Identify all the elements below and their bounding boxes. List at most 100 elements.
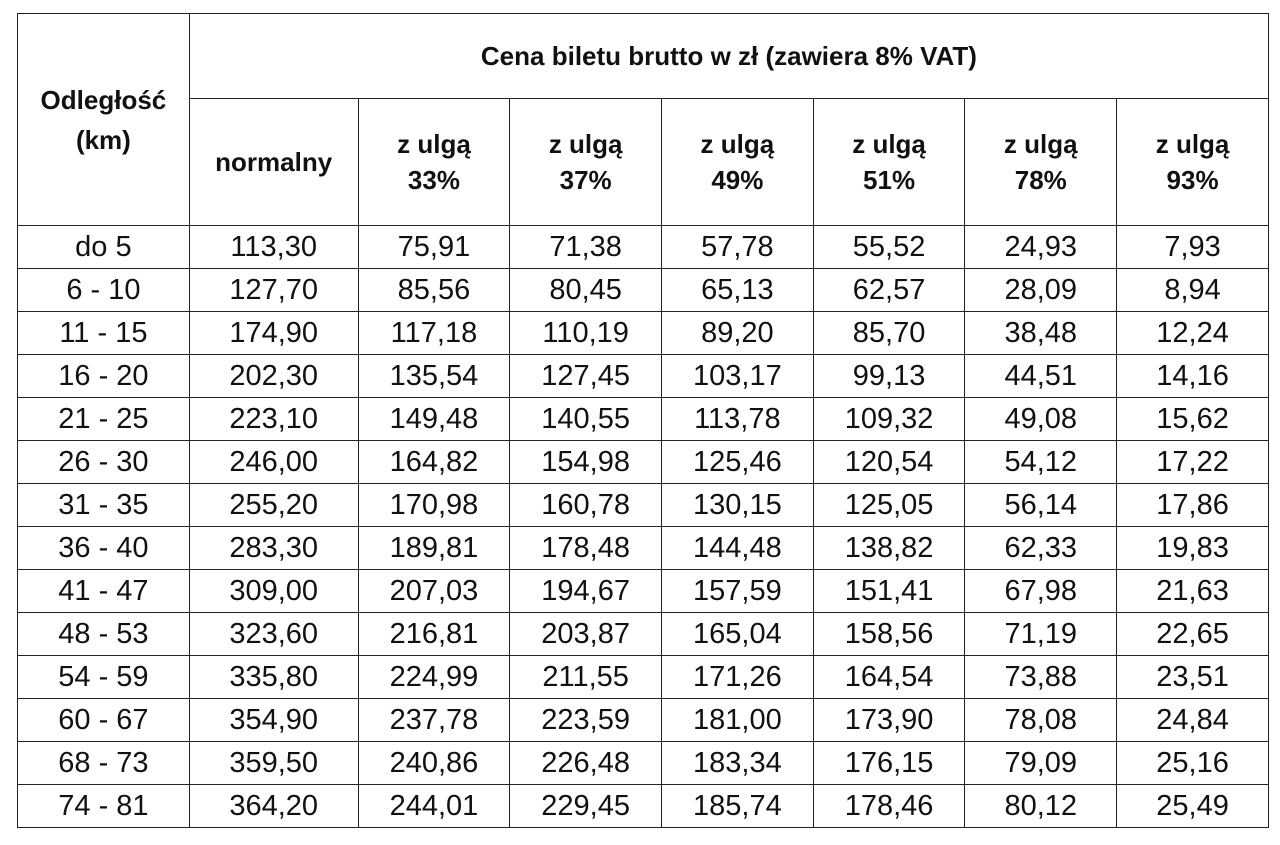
price-cell: 25,16 xyxy=(1116,741,1269,785)
column-header-discount-78: z ulgą 78% xyxy=(964,98,1118,226)
price-cell: 246,00 xyxy=(188,440,359,484)
price-cell: 24,93 xyxy=(964,225,1118,269)
price-cell: 364,20 xyxy=(188,784,359,828)
distance-cell: 26 - 30 xyxy=(17,440,190,484)
price-cell: 244,01 xyxy=(357,784,511,828)
table-row: 74 - 81 364,20 244,01 229,45 185,74 178,46 80,… xyxy=(17,784,1269,828)
price-cell: 7,93 xyxy=(1116,225,1269,269)
column-header-normal-label: normalny xyxy=(215,147,333,177)
price-cell: 359,50 xyxy=(188,741,359,785)
price-cell: 135,54 xyxy=(357,354,511,398)
price-cell: 38,48 xyxy=(964,311,1118,355)
price-cell: 65,13 xyxy=(661,268,814,312)
column-header-percent: 33% xyxy=(407,165,460,195)
price-cell: 103,17 xyxy=(661,354,814,398)
price-cell: 335,80 xyxy=(188,655,359,699)
table-row: 41 - 47 309,00 207,03 194,67 157,59 151,41 67,… xyxy=(17,569,1269,613)
distance-cell: do 5 xyxy=(17,225,190,269)
price-cell: 125,46 xyxy=(661,440,814,484)
column-header-normal: normalny xyxy=(188,98,359,226)
column-header-label: z ulgą xyxy=(700,129,775,159)
distance-cell: 6 - 10 xyxy=(17,268,190,312)
distance-header-line2: (km) xyxy=(75,124,131,155)
price-cell: 158,56 xyxy=(812,612,966,656)
table-row: 21 - 25 223,10 149,48 140,55 113,78 109,32 49,… xyxy=(17,397,1269,441)
distance-cell: 11 - 15 xyxy=(17,311,190,355)
price-cell: 130,15 xyxy=(661,483,814,527)
price-cell: 80,45 xyxy=(509,268,662,312)
table-row: 31 - 35 255,20 170,98 160,78 130,15 125,05 56,… xyxy=(17,483,1269,527)
distance-header-line1: Odległość xyxy=(40,84,167,115)
price-cell: 56,14 xyxy=(964,483,1118,527)
price-group-header: Cena biletu brutto w zł (zawiera 8% VAT) xyxy=(188,13,1270,99)
price-cell: 117,18 xyxy=(357,311,511,355)
column-header-discount-51: z ulgą 51% xyxy=(812,98,966,226)
price-cell: 54,12 xyxy=(964,440,1118,484)
price-cell: 223,10 xyxy=(188,397,359,441)
price-cell: 138,82 xyxy=(812,526,966,570)
price-cell: 144,48 xyxy=(661,526,814,570)
price-cell: 79,09 xyxy=(964,741,1118,785)
price-cell: 80,12 xyxy=(964,784,1118,828)
price-cell: 17,22 xyxy=(1116,440,1269,484)
price-cell: 181,00 xyxy=(661,698,814,742)
price-cell: 25,49 xyxy=(1116,784,1269,828)
table-row: 11 - 15 174,90 117,18 110,19 89,20 85,70 38,48… xyxy=(17,311,1269,355)
price-cell: 171,26 xyxy=(661,655,814,699)
price-cell: 109,32 xyxy=(812,397,966,441)
column-header-percent: 49% xyxy=(711,165,764,195)
column-header-percent: 37% xyxy=(559,165,612,195)
price-cell: 62,33 xyxy=(964,526,1118,570)
table-header: Odległość (km) Cena biletu brutto w zł (… xyxy=(17,13,1270,226)
price-cell: 223,59 xyxy=(509,698,662,742)
distance-cell: 31 - 35 xyxy=(17,483,190,527)
table-row: do 5 113,30 75,91 71,38 57,78 55,52 24,93 7,93 xyxy=(17,225,1269,269)
price-cell: 71,38 xyxy=(509,225,662,269)
column-header-percent: 78% xyxy=(1014,165,1067,195)
column-header-label: z ulgą xyxy=(397,129,471,159)
price-cell: 21,63 xyxy=(1116,569,1269,613)
table-row: 48 - 53 323,60 216,81 203,87 165,04 158,56 71,… xyxy=(17,612,1269,656)
price-cell: 178,48 xyxy=(509,526,662,570)
price-cell: 15,62 xyxy=(1116,397,1269,441)
price-cell: 207,03 xyxy=(357,569,511,613)
price-cell: 99,13 xyxy=(812,354,966,398)
column-header-discount-93: z ulgą 93% xyxy=(1116,98,1269,226)
table-row: 26 - 30 246,00 164,82 154,98 125,46 120,54 54,… xyxy=(17,440,1269,484)
price-cell: 110,19 xyxy=(509,311,662,355)
price-cell: 22,65 xyxy=(1116,612,1269,656)
price-cell: 229,45 xyxy=(509,784,662,828)
column-header-percent: 93% xyxy=(1166,165,1219,195)
price-cell: 89,20 xyxy=(661,311,814,355)
price-cell: 85,70 xyxy=(812,311,966,355)
price-cell: 125,05 xyxy=(812,483,966,527)
price-cell: 309,00 xyxy=(188,569,359,613)
column-header-discount-33: z ulgą 33% xyxy=(357,98,511,226)
price-cell: 160,78 xyxy=(509,483,662,527)
price-cell: 67,98 xyxy=(964,569,1118,613)
distance-cell: 16 - 20 xyxy=(17,354,190,398)
distance-cell: 68 - 73 xyxy=(17,741,190,785)
column-header-label: z ulgą xyxy=(1155,129,1230,159)
column-header-discount-37: z ulgą 37% xyxy=(509,98,662,226)
price-cell: 140,55 xyxy=(509,397,662,441)
price-cell: 170,98 xyxy=(357,483,511,527)
price-cell: 255,20 xyxy=(188,483,359,527)
price-cell: 57,78 xyxy=(661,225,814,269)
price-cell: 164,54 xyxy=(812,655,966,699)
price-cell: 216,81 xyxy=(357,612,511,656)
price-cell: 113,78 xyxy=(661,397,814,441)
column-header-label: z ulgą xyxy=(548,129,623,159)
table-body: do 5 113,30 75,91 71,38 57,78 55,52 24,93 7,93 6… xyxy=(17,225,1269,828)
table-row: 68 - 73 359,50 240,86 226,48 183,34 176,15 79,… xyxy=(17,741,1269,785)
table-row: 36 - 40 283,30 189,81 178,48 144,48 138,82 62,… xyxy=(17,526,1269,570)
price-cell: 24,84 xyxy=(1116,698,1269,742)
price-cell: 85,56 xyxy=(357,268,511,312)
price-cell: 149,48 xyxy=(357,397,511,441)
distance-cell: 74 - 81 xyxy=(17,784,190,828)
price-cell: 237,78 xyxy=(357,698,511,742)
price-cell: 23,51 xyxy=(1116,655,1269,699)
price-cell: 71,19 xyxy=(964,612,1118,656)
header-row-top: Odległość (km) Cena biletu brutto w zł (… xyxy=(17,13,1270,226)
header-row-sub: normalny z ulgą 33% z ulgą 37% z ulgą 49… xyxy=(18,98,1269,226)
